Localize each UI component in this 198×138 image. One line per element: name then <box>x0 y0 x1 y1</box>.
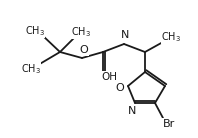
Text: N: N <box>128 106 136 116</box>
Text: Br: Br <box>163 119 175 129</box>
Text: OH: OH <box>101 72 117 82</box>
Text: CH$_3$: CH$_3$ <box>161 30 181 44</box>
Text: CH$_3$: CH$_3$ <box>21 62 41 76</box>
Text: N: N <box>121 30 129 40</box>
Text: CH$_3$: CH$_3$ <box>71 25 91 39</box>
Text: O: O <box>80 45 88 55</box>
Text: O: O <box>116 83 124 93</box>
Text: CH$_3$: CH$_3$ <box>25 24 45 38</box>
